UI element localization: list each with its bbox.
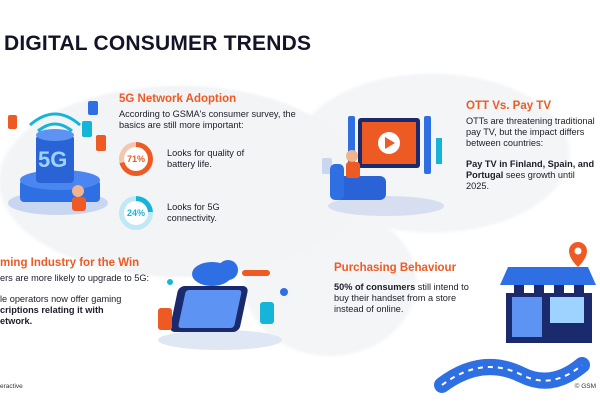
section-body: OTTs are threatening traditional pay TV,… xyxy=(466,116,595,148)
page-title: DIGITAL CONSUMER TRENDS xyxy=(4,32,312,55)
section-heading: ming Industry for the Win xyxy=(0,257,140,269)
gaming-phone-illustration xyxy=(158,260,288,350)
5g-icon: 5G xyxy=(38,147,67,172)
ott-tv-illustration xyxy=(322,116,444,216)
section-ott-vs-paytv: OTT Vs. Pay TV OTTs are threatening trad… xyxy=(466,100,600,192)
section-heading: OTT Vs. Pay TV xyxy=(466,100,551,112)
section-line: criptions relating it with xyxy=(0,305,104,315)
section-line: le operators now offer gaming xyxy=(0,294,122,304)
footer-left: eractive xyxy=(0,383,23,390)
section-line: ers are more likely to upgrade to 5G: xyxy=(0,273,150,283)
section-intro: According to GSMA's consumer survey, the… xyxy=(119,109,296,130)
section-gaming: ming Industry for the Win ers are more l… xyxy=(0,257,149,327)
section-line: etwork. xyxy=(0,316,33,326)
footer-right: © GSM xyxy=(574,383,596,390)
store-illustration xyxy=(434,242,596,393)
stat-label: Looks for 5G connectivity. xyxy=(167,202,220,223)
stat-battery: 71% Looks for quality of battery life. xyxy=(119,142,247,176)
section-5g-adoption: 5G Network Adoption According to GSMA's … xyxy=(119,93,297,131)
section-highlight: Pay TV in Finland, Spain, and Portugal s… xyxy=(466,159,595,191)
section-body: 50% of consumers still intend to buy the… xyxy=(334,282,469,314)
stat-label: Looks for quality of battery life. xyxy=(167,148,245,169)
stat-5g-connectivity: 24% Looks for 5G connectivity. xyxy=(119,196,247,230)
connectivity-donut: 24% xyxy=(119,196,153,230)
section-heading: Purchasing Behaviour xyxy=(334,262,457,274)
section-purchasing: Purchasing Behaviour 50% of consumers st… xyxy=(334,262,482,315)
section-heading: 5G Network Adoption xyxy=(119,93,237,105)
battery-donut: 71% xyxy=(119,142,153,176)
5g-tower-illustration: 5G xyxy=(8,101,108,215)
